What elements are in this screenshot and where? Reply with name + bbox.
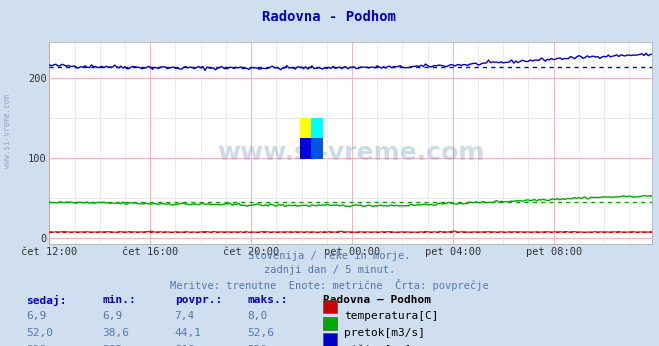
Text: sedaj:: sedaj: xyxy=(26,295,67,306)
Text: temperatura[C]: temperatura[C] xyxy=(344,311,438,321)
Text: 38,6: 38,6 xyxy=(102,328,129,338)
Text: pretok[m3/s]: pretok[m3/s] xyxy=(344,328,425,338)
Text: Meritve: trenutne  Enote: metrične  Črta: povprečje: Meritve: trenutne Enote: metrične Črta: … xyxy=(170,279,489,291)
Text: višina[cm]: višina[cm] xyxy=(344,345,411,346)
Text: www.si-vreme.com: www.si-vreme.com xyxy=(3,94,13,169)
Text: 7,4: 7,4 xyxy=(175,311,195,321)
Text: 8,0: 8,0 xyxy=(247,311,268,321)
Text: 6,9: 6,9 xyxy=(26,311,47,321)
Bar xyxy=(312,138,323,159)
Bar xyxy=(312,118,323,138)
Text: 6,9: 6,9 xyxy=(102,311,123,321)
Text: Slovenija / reke in morje.: Slovenija / reke in morje. xyxy=(248,251,411,261)
Text: povpr.:: povpr.: xyxy=(175,295,222,305)
Text: min.:: min.: xyxy=(102,295,136,305)
Text: 213: 213 xyxy=(175,345,195,346)
Text: 229: 229 xyxy=(247,345,268,346)
Text: 52,0: 52,0 xyxy=(26,328,53,338)
Text: Radovna - Podhom: Radovna - Podhom xyxy=(262,10,397,24)
Text: maks.:: maks.: xyxy=(247,295,287,305)
Text: 44,1: 44,1 xyxy=(175,328,202,338)
Bar xyxy=(300,138,312,159)
Bar xyxy=(300,118,312,138)
Text: Radovna – Podhom: Radovna – Podhom xyxy=(323,295,431,305)
Text: 52,6: 52,6 xyxy=(247,328,274,338)
Text: 203: 203 xyxy=(102,345,123,346)
Text: zadnji dan / 5 minut.: zadnji dan / 5 minut. xyxy=(264,265,395,275)
Text: 228: 228 xyxy=(26,345,47,346)
Text: www.si-vreme.com: www.si-vreme.com xyxy=(217,141,484,165)
